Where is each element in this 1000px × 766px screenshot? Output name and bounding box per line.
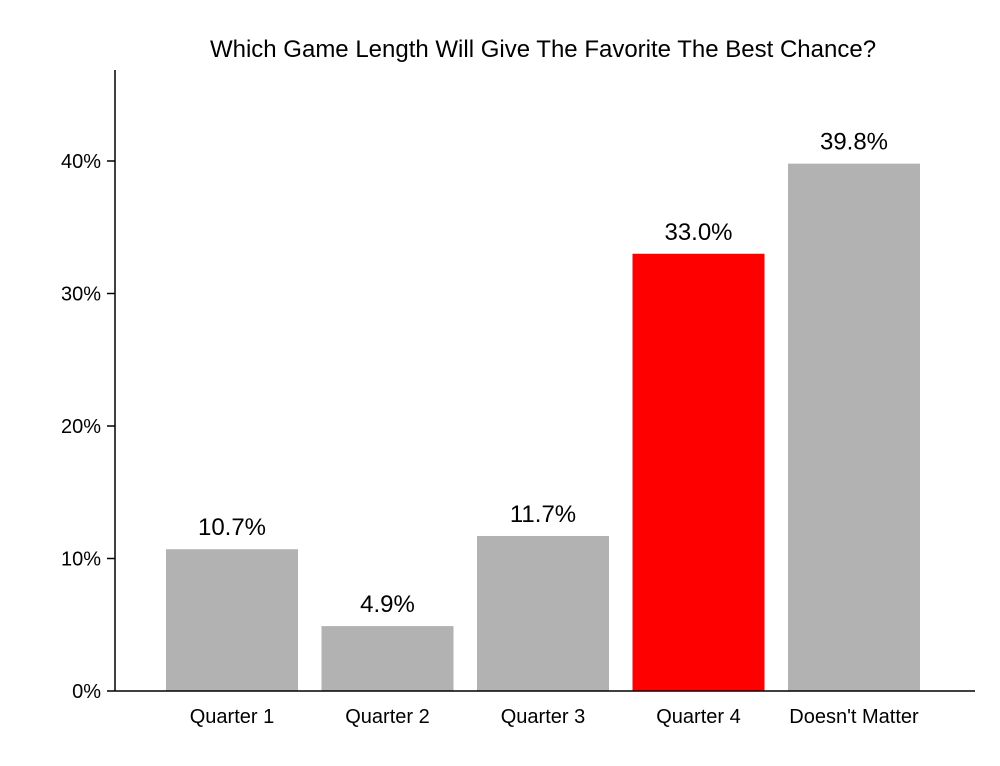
x-tick-label: Quarter 3 [501,706,585,728]
x-axis: Quarter 1 Quarter 2 Quarter 3 Quarter 4 Does… [115,690,975,728]
x-tick-label: Quarter 2 [345,706,429,728]
bar-value-label: 33.0% [664,219,732,246]
chart-title: Which Game Length Will Give The Favorite… [210,36,876,63]
y-tick-label: 20% [61,416,101,438]
x-tick-label: Doesn't Matter [789,706,919,728]
y-tick-label: 0% [72,681,101,703]
bar [788,163,920,691]
x-tick-label: Quarter 1 [190,706,274,728]
x-tick-label: Quarter 4 [656,706,740,728]
y-tick-label: 30% [61,284,101,306]
bar-value-label: 10.7% [198,514,266,541]
y-tick-label: 40% [61,151,101,173]
bars: 10.7% 4.9% 11.7% 33.0% 39.8% [166,129,920,691]
bar [321,626,454,691]
bar [477,535,609,691]
bar [166,549,298,691]
bar-value-label: 4.9% [360,591,415,618]
y-axis: 0% 10% 20% 30% 40% [61,70,116,703]
bar-value-label: 39.8% [820,129,888,156]
bar-value-label: 11.7% [510,501,576,528]
y-tick-label: 10% [61,549,101,571]
bar [632,253,765,691]
